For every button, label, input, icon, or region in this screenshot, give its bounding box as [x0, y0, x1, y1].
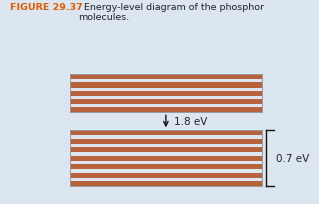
Bar [70, 100, 262, 105]
Bar [70, 91, 262, 96]
Text: 0.7 eV: 0.7 eV [276, 153, 309, 163]
Bar [70, 131, 262, 186]
Bar [70, 181, 262, 186]
Bar [70, 173, 262, 178]
Bar [70, 75, 262, 80]
Text: FIGURE 29.37: FIGURE 29.37 [10, 3, 82, 12]
Bar [70, 131, 262, 136]
Bar [70, 139, 262, 144]
Bar [70, 147, 262, 153]
Bar [70, 83, 262, 88]
Bar [70, 75, 262, 113]
Bar [70, 156, 262, 161]
Text: Energy-level diagram of the phosphor
molecules.: Energy-level diagram of the phosphor mol… [78, 3, 264, 22]
Bar [70, 164, 262, 170]
Text: 1.8 eV: 1.8 eV [174, 117, 207, 127]
Bar [70, 108, 262, 113]
